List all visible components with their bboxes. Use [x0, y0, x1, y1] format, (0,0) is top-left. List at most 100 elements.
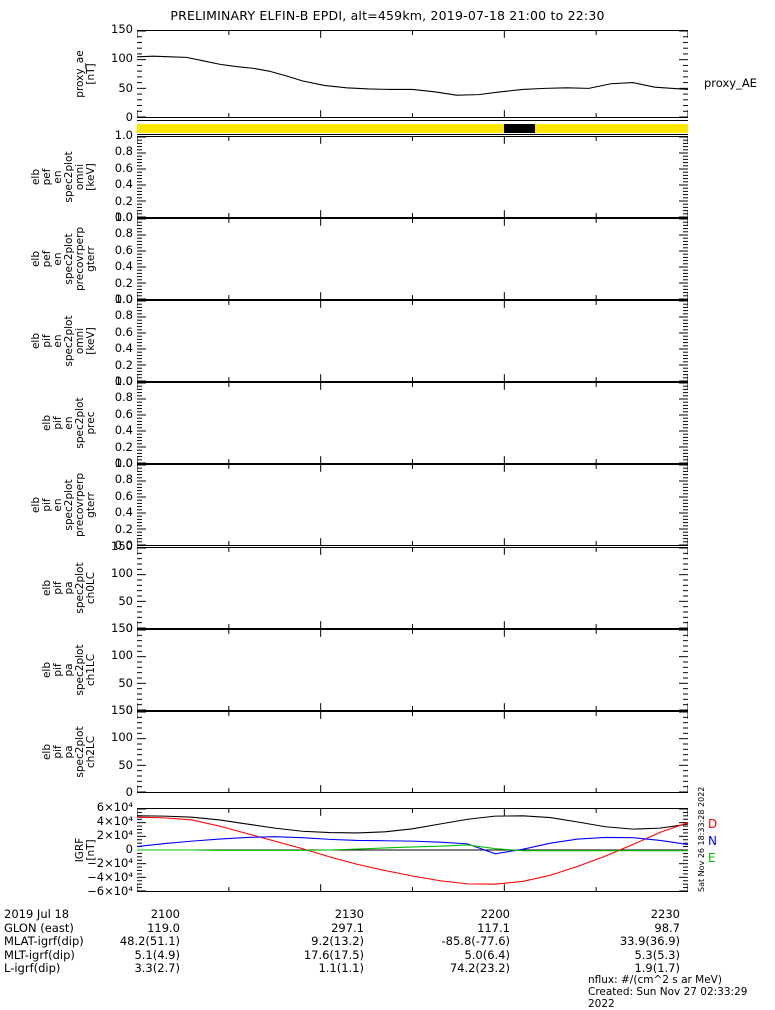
annotation-row-label: MLT-igrf(dip)	[4, 947, 75, 962]
panel-title-line: [nT]	[85, 839, 97, 861]
ytick-label: 0	[125, 842, 133, 856]
ytick-label: 0.8	[114, 390, 133, 405]
panel-elb_pef_en_spec2plot_omni	[137, 136, 688, 218]
ytick-label: 0.2	[114, 357, 133, 372]
created-timestamp: Created: Sun Nov 27 02:33:29 2022	[588, 986, 748, 1010]
flux-units-note: nflux: #/(cm^2 s ar MeV)	[588, 974, 722, 986]
annotation-value: 9.2(13.2)	[311, 934, 364, 949]
panel-elb_pif_en_spec2plot_precovrperp_gterr	[137, 464, 688, 546]
ytick-label: 0.0	[114, 292, 133, 306]
annotation-row: 2019 Jul 18 2100 2130 2200 2230	[4, 907, 775, 922]
panel-igrf	[137, 808, 688, 892]
ytick-label: 0.0	[114, 210, 133, 224]
annotation-value: 2130	[334, 907, 364, 921]
legend-item-D: D	[708, 817, 718, 831]
ytick-label: 150	[111, 703, 133, 717]
ytick-label: 0.2	[114, 521, 133, 536]
ytick-label: 0.6	[114, 324, 133, 339]
ytick-label: 50	[118, 80, 133, 95]
annotation-value: 74.2(23.2)	[449, 961, 510, 976]
ytick-label: 0	[125, 785, 133, 799]
page-title: PRELIMINARY ELFIN-B EPDI, alt=459km, 201…	[170, 8, 605, 23]
ytick-label: 50	[118, 757, 133, 772]
ytick-label: −2×10⁴	[87, 856, 133, 870]
annotation-value: -85.8(-77.6)	[441, 934, 510, 949]
render-timestamp-stamp: Sat Nov 26 18:33:28 2022	[697, 786, 706, 892]
ytick-label: 100	[111, 51, 133, 66]
series-N	[137, 836, 688, 855]
ytick-label: 1.0	[114, 210, 133, 224]
annotation-value: 33.9(36.9)	[619, 934, 680, 949]
annotation-row-label: GLON (east)	[4, 920, 74, 935]
panel-elb_pef_en_spec2plot_precovrperp_gterr	[137, 218, 688, 300]
annotation-row: MLT-igrf(dip) 5.1(4.9) 17.6(17.5) 5.0(6.4) 5…	[4, 947, 775, 963]
panel-stack: 150 100 50 0 proxy_ae [nT] proxy_AE 1.0 0.8 0.6 0.…	[30, 23, 757, 898]
ytick-label: 1.0	[114, 456, 133, 470]
annotation-value: 5.3(5.3)	[634, 947, 680, 962]
series-label-proxy-ae: proxy_AE	[704, 75, 757, 90]
series-layer	[137, 55, 688, 96]
series-proxy_AE	[137, 55, 688, 96]
ytick-label: 0	[125, 703, 133, 717]
annotation-row-label: 2019 Jul 18	[4, 907, 70, 921]
panel-title-line: gterr	[85, 492, 97, 518]
ytick-label: 0.8	[114, 226, 133, 241]
panel-elb_pif_en_spec2plot_prec	[137, 382, 688, 464]
ytick-label: 6×10⁴	[96, 800, 133, 814]
ytick-label: 150	[111, 621, 133, 635]
ytick-label: 100	[111, 730, 133, 745]
panel-title-line: prec	[85, 411, 97, 435]
annotation-value: 1.9(1.7)	[634, 961, 680, 976]
ytick-label: 100	[111, 566, 133, 581]
annotation-value: 297.1	[331, 920, 364, 935]
panel-elb_pif_pa_spec2plot_ch2LC	[137, 711, 688, 793]
ytick-label: 4×10⁴	[96, 814, 133, 828]
annotation-value: 98.7	[654, 920, 680, 935]
panel-title-line: ch0LC	[85, 571, 97, 605]
panel-title-line: [keV]	[85, 163, 97, 191]
panel-proxy_ae	[137, 30, 688, 118]
ytick-label: 0.0	[114, 456, 133, 470]
ytick-label: 0.6	[114, 406, 133, 421]
series-layer	[137, 815, 688, 885]
annotation-value: 48.2(51.1)	[119, 934, 180, 949]
ytick-label: 0.2	[114, 275, 133, 290]
ytick-label: 150	[111, 539, 133, 553]
axis-annotation-table: 2019 Jul 18 2100 2130 2200 2230 GLON (east) 11…	[4, 907, 775, 976]
annotation-row-label: L-igrf(dip)	[4, 961, 61, 976]
annotation-row: L-igrf(dip) 3.3(2.7) 1.1(1.1) 74.2(23.2) 1.9…	[4, 962, 775, 976]
annotation-value: 2100	[150, 907, 180, 921]
ytick-label: 2×10⁴	[96, 828, 133, 842]
annotation-value: 117.1	[477, 920, 510, 935]
ytick-label: 100	[111, 648, 133, 663]
ytick-label: 0	[125, 110, 133, 124]
series-F	[137, 815, 688, 834]
ytick-label: 0.0	[114, 374, 133, 388]
panel-title-line: ch2LC	[85, 735, 97, 769]
ytick-label: 1.0	[114, 128, 133, 142]
ytick-label: −4×10⁴	[87, 870, 133, 884]
ytick-label: 50	[118, 675, 133, 690]
ytick-label: 0.6	[114, 160, 133, 175]
footer-notes: nflux: #/(cm^2 s ar MeV) Created: Sun No…	[588, 974, 775, 1010]
ytick-label: 0.8	[114, 308, 133, 323]
ytick-label: 1.0	[114, 292, 133, 306]
ytick-label: 0.6	[114, 488, 133, 503]
annotation-row: MLAT-igrf(dip) 48.2(51.1) 9.2(13.2) -85.8(-…	[4, 935, 775, 949]
annotation-row: GLON (east) 119.0 297.1 117.1 98.7	[4, 920, 775, 936]
legend-item-E: E	[708, 851, 716, 865]
ytick-label: 0.8	[114, 472, 133, 487]
ytick-label: −6×10⁴	[87, 884, 133, 898]
ytick-label: 0.4	[114, 505, 133, 520]
annotation-value: 1.1(1.1)	[318, 961, 364, 976]
panel-elb_pif_en_spec2plot_omni	[137, 300, 688, 382]
ytick-label: 0	[125, 621, 133, 635]
series-E	[137, 844, 688, 852]
ytick-label: 1.0	[114, 374, 133, 388]
ytick-label: 0.2	[114, 439, 133, 454]
ytick-label: 0.4	[114, 177, 133, 192]
ytick-label: 0.2	[114, 193, 133, 208]
panel-title-line: [nT]	[85, 63, 97, 85]
ytick-label: 50	[118, 593, 133, 608]
annotation-value: 2200	[480, 907, 510, 921]
